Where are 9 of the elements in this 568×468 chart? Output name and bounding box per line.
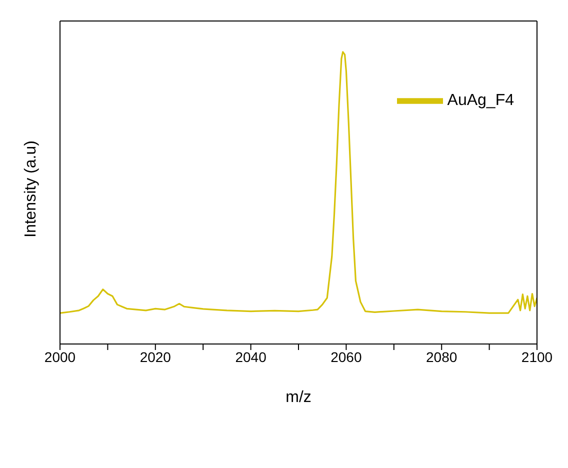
y-axis-title: Intensity (a.u) [22, 140, 40, 238]
legend-label: AuAg_F4 [447, 92, 514, 110]
x-tick-label: 2020 [140, 348, 172, 365]
x-tick-label: 2000 [44, 348, 76, 365]
x-tick-label: 2080 [426, 348, 458, 365]
x-tick-label: 2100 [521, 348, 553, 365]
x-axis-title: m/z [286, 389, 312, 406]
x-tick-label: 2060 [330, 348, 362, 365]
x-tick-label: 2040 [235, 348, 267, 365]
